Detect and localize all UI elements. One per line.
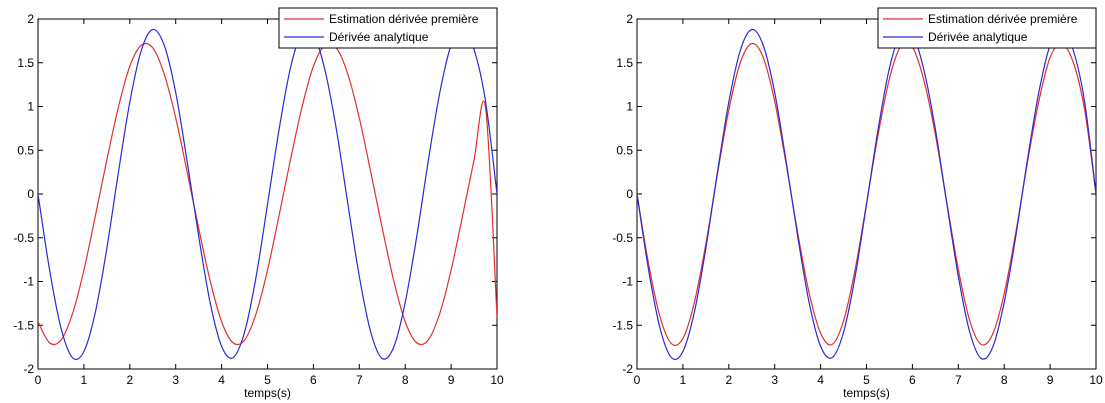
legend-label: Dérivée analytique	[928, 30, 1028, 44]
x-tick-label: 5	[264, 373, 271, 387]
plot-area	[37, 18, 498, 370]
chart-2: 0 1 2 3 4 5 6 7 8 9 10 -2 -1.5 -1 -0.5 0 0.5 1 1.5 2 temps(s…	[612, 7, 1103, 400]
legend-label: Dérivée analytique	[329, 30, 429, 44]
y-tick-label: 0.5	[616, 143, 633, 157]
y-tick-label: -0.5	[612, 231, 633, 245]
x-tick-label: 9	[448, 373, 455, 387]
x-tick-label: 2	[126, 373, 133, 387]
x-tick-label: 6	[310, 373, 317, 387]
x-axis-label: temps(s)	[244, 386, 291, 400]
y-tick-label: 0.5	[17, 143, 34, 157]
y-tick-label: -1	[622, 275, 633, 289]
x-tick-label: 8	[402, 373, 409, 387]
legend: Estimation dérivée première Dérivée analy…	[278, 7, 498, 49]
x-tick-label: 7	[955, 373, 962, 387]
legend-label: Estimation dérivée première	[928, 12, 1078, 26]
plot-area	[636, 18, 1097, 370]
x-tick-label: 4	[817, 373, 824, 387]
x-tick-label: 10	[1089, 373, 1103, 387]
x-tick-label: 10	[490, 373, 504, 387]
y-tick-label: 0	[626, 187, 633, 201]
legend-box	[877, 7, 1097, 49]
y-tick-label: 1	[626, 100, 633, 114]
x-tick-label: 1	[81, 373, 88, 387]
y-tick-label: -1.5	[612, 318, 633, 332]
chart-1: 0 1 2 3 4 5 6 7 8 9 10 -2 -1.5 -1 -0.5 0 0.5 1 1.5 2 temps(s…	[13, 7, 504, 400]
y-tick-label: 1.5	[616, 56, 633, 70]
x-tick-label: 0	[634, 373, 641, 387]
x-tick-label: 0	[35, 373, 42, 387]
x-tick-label: 8	[1001, 373, 1008, 387]
y-tick-label: 2	[27, 12, 34, 26]
x-tick-label: 5	[863, 373, 870, 387]
y-tick-label: -0.5	[13, 231, 34, 245]
legend-box	[278, 7, 498, 49]
y-tick-label: -1.5	[13, 318, 34, 332]
series-group	[637, 28, 1096, 361]
x-tick-label: 6	[909, 373, 916, 387]
x-tick-label: 2	[725, 373, 732, 387]
y-tick-label: 1.5	[17, 56, 34, 70]
series-line-2	[637, 28, 1096, 361]
x-axis-label: temps(s)	[843, 386, 890, 400]
x-tick-label: 1	[680, 373, 687, 387]
x-tick-label: 3	[771, 373, 778, 387]
series-group	[38, 28, 497, 361]
series-line-1	[38, 42, 497, 346]
y-tick-label: -2	[622, 362, 633, 376]
legend-label: Estimation dérivée première	[329, 12, 479, 26]
legend: Estimation dérivée première Dérivée analy…	[877, 7, 1097, 49]
x-tick-label: 4	[218, 373, 225, 387]
series-line-2	[38, 28, 497, 361]
y-tick-label: 0	[27, 187, 34, 201]
x-tick-label: 3	[172, 373, 179, 387]
y-tick-label: -1	[23, 275, 34, 289]
x-tick-label: 7	[356, 373, 363, 387]
y-tick-label: 2	[626, 12, 633, 26]
x-tick-label: 9	[1047, 373, 1054, 387]
y-tick-label: 1	[27, 100, 34, 114]
y-tick-label: -2	[23, 362, 34, 376]
